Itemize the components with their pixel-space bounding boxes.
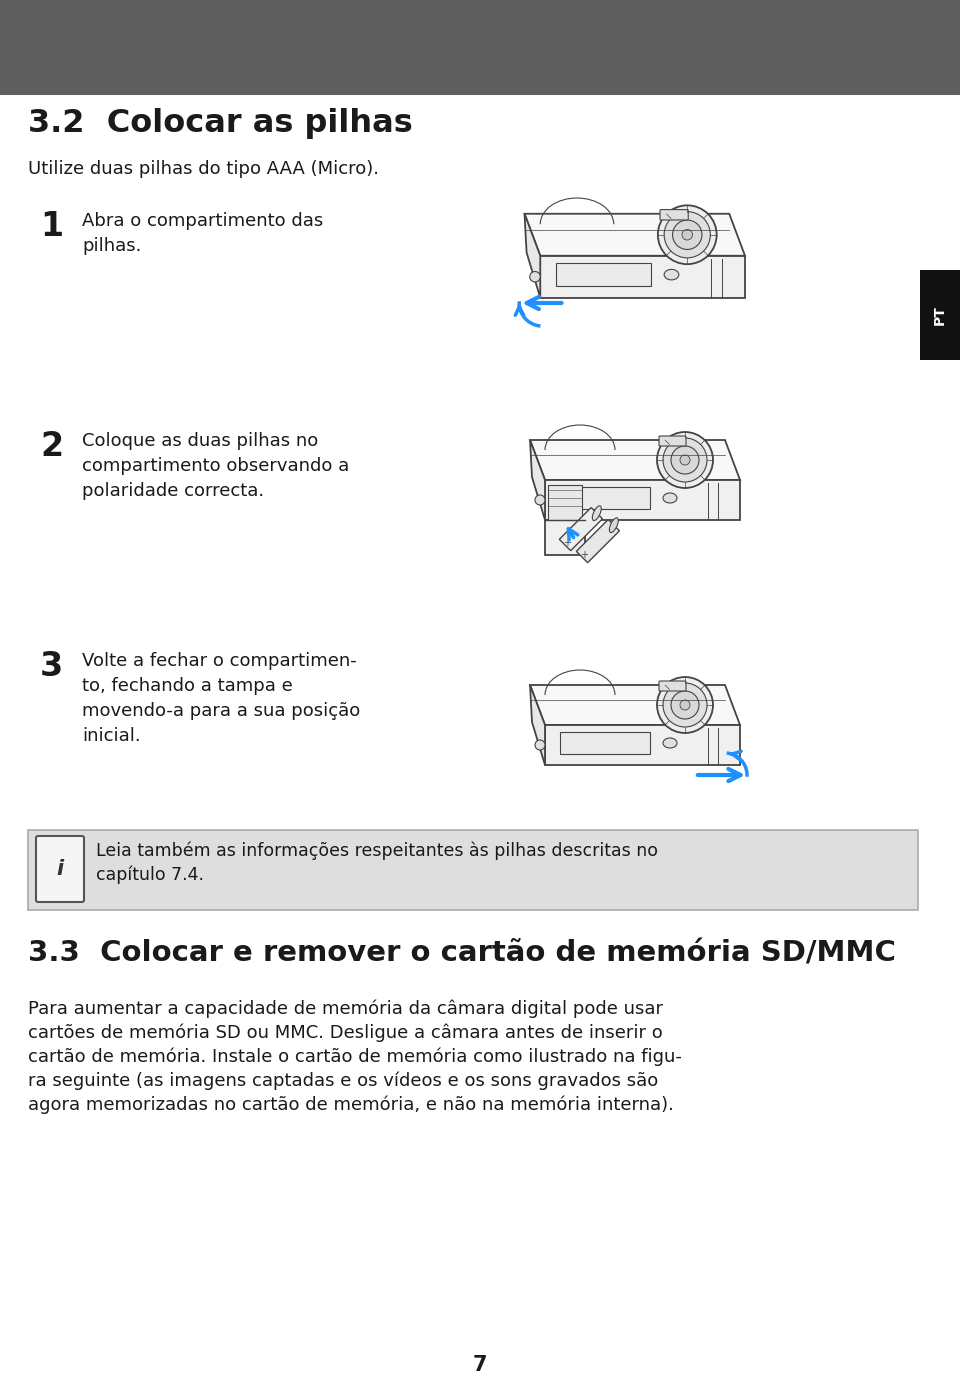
Polygon shape (530, 686, 545, 765)
Circle shape (663, 683, 707, 727)
FancyBboxPatch shape (659, 681, 686, 691)
Polygon shape (548, 485, 582, 520)
Circle shape (663, 438, 707, 483)
Ellipse shape (663, 492, 677, 504)
Circle shape (680, 455, 690, 464)
Text: i: i (57, 859, 63, 879)
Polygon shape (545, 480, 740, 520)
Polygon shape (530, 441, 740, 480)
FancyBboxPatch shape (659, 436, 686, 446)
Circle shape (658, 206, 717, 264)
Polygon shape (576, 519, 619, 562)
Text: capítulo 7.4.: capítulo 7.4. (96, 866, 204, 884)
Circle shape (671, 691, 699, 719)
Polygon shape (530, 686, 740, 725)
Bar (920, 270, 960, 360)
Circle shape (680, 700, 690, 711)
Circle shape (664, 211, 710, 257)
Text: Coloque as duas pilhas no
compartimento observando a
polaridade correcta.: Coloque as duas pilhas no compartimento … (82, 432, 349, 499)
Bar (560, 732, 650, 754)
Polygon shape (524, 214, 540, 298)
Polygon shape (545, 520, 585, 555)
Bar (560, 487, 650, 509)
Circle shape (657, 432, 713, 488)
Text: cartão de memória. Instale o cartão de memória como ilustrado na figu-: cartão de memória. Instale o cartão de m… (28, 1048, 682, 1066)
Text: 1: 1 (40, 210, 63, 243)
Ellipse shape (663, 739, 677, 748)
Circle shape (535, 495, 545, 505)
Bar (28, 830, 918, 909)
Text: Leia também as informações respeitantes às pilhas descritas no: Leia também as informações respeitantes … (96, 842, 658, 860)
Text: 2: 2 (40, 429, 63, 463)
Polygon shape (530, 441, 545, 520)
Circle shape (671, 446, 699, 474)
Text: cartões de memória SD ou MMC. Desligue a câmara antes de inserir o: cartões de memória SD ou MMC. Desligue a… (28, 1024, 662, 1042)
Circle shape (673, 220, 702, 249)
Bar (556, 263, 651, 287)
Ellipse shape (664, 270, 679, 280)
Text: Utilize duas pilhas do tipo AAA (Micro).: Utilize duas pilhas do tipo AAA (Micro). (28, 159, 379, 178)
Text: 7: 7 (472, 1356, 488, 1375)
Text: +: + (563, 539, 571, 548)
Circle shape (657, 677, 713, 733)
Text: PT: PT (933, 305, 947, 325)
FancyBboxPatch shape (660, 210, 688, 220)
Text: 3.3  Colocar e remover o cartão de memória SD/MMC: 3.3 Colocar e remover o cartão de memóri… (28, 940, 896, 968)
Bar (0, 0, 960, 95)
Text: ra seguinte (as imagens captadas e os vídeos e os sons gravados são: ra seguinte (as imagens captadas e os ví… (28, 1072, 659, 1090)
Ellipse shape (610, 518, 618, 533)
Circle shape (682, 229, 692, 241)
Circle shape (535, 740, 545, 750)
Ellipse shape (592, 506, 601, 520)
Text: Abra o compartimento das
pilhas.: Abra o compartimento das pilhas. (82, 213, 324, 255)
Text: 3: 3 (40, 651, 63, 683)
Text: +: + (580, 550, 588, 560)
Polygon shape (524, 214, 745, 256)
Polygon shape (560, 508, 603, 551)
Polygon shape (540, 256, 745, 298)
FancyBboxPatch shape (36, 837, 84, 902)
Polygon shape (545, 725, 740, 765)
Circle shape (530, 271, 540, 283)
Text: 3.2  Colocar as pilhas: 3.2 Colocar as pilhas (28, 108, 413, 139)
Text: Volte a fechar o compartimen-
to, fechando a tampa e
movendo-a para a sua posiçã: Volte a fechar o compartimen- to, fechan… (82, 652, 360, 746)
Text: Para aumentar a capacidade de memória da câmara digital pode usar: Para aumentar a capacidade de memória da… (28, 1000, 663, 1018)
Text: agora memorizadas no cartão de memória, e não na memória interna).: agora memorizadas no cartão de memória, … (28, 1095, 674, 1115)
